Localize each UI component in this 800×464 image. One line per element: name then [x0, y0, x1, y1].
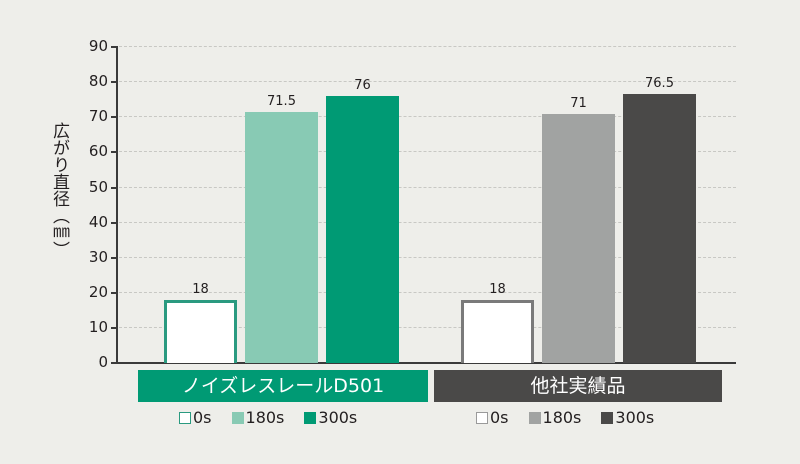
gridline — [119, 186, 736, 188]
bar — [461, 299, 534, 363]
legend-item: 180s — [528, 408, 582, 427]
legend-swatch-icon — [601, 412, 614, 424]
y-tick-mark — [111, 81, 117, 84]
bar — [623, 94, 696, 363]
y-tick-label: 70 — [88, 107, 108, 126]
gridline — [119, 151, 736, 153]
y-tick-label: 30 — [88, 247, 108, 266]
y-tick-label: 80 — [88, 72, 108, 91]
group-title: ノイズレスレールD501 — [138, 370, 428, 402]
bar — [326, 96, 399, 363]
y-tick-label: 60 — [88, 142, 108, 161]
y-tick-label: 40 — [88, 212, 108, 231]
bar — [542, 113, 615, 363]
legend-item: 300s — [601, 409, 654, 427]
legend-swatch-icon — [179, 412, 191, 424]
gridline — [119, 116, 736, 118]
legend-item: 300s — [304, 409, 357, 427]
bar — [245, 112, 318, 363]
legend-item: 0s — [179, 409, 212, 427]
y-tick-label: 50 — [88, 177, 108, 196]
y-tick-label: 90 — [88, 37, 108, 56]
legend-label: 300s — [318, 408, 358, 427]
group-title: 他社実績品 — [434, 370, 722, 402]
y-tick-label: 0 — [98, 353, 108, 371]
bar-value-label: 18 — [489, 281, 506, 297]
gridline — [119, 326, 736, 328]
y-axis-label: 広がり直径（㎜） — [49, 122, 69, 258]
legend-item: 180s — [231, 408, 285, 427]
gridline — [119, 291, 736, 293]
y-tick-label: 20 — [88, 282, 108, 301]
bar-value-label: 76.5 — [645, 76, 674, 92]
legend: 0s 180s 300s — [476, 409, 674, 427]
y-tick-mark — [111, 256, 117, 259]
legend-label: 180s — [542, 408, 582, 427]
y-tick-mark — [111, 186, 117, 189]
legend-item: 0s — [476, 409, 509, 427]
bar-value-label: 76 — [354, 78, 371, 94]
legend-label: 300s — [615, 408, 655, 427]
y-tick-mark — [111, 362, 117, 364]
y-tick-mark — [111, 46, 117, 49]
y-axis-line — [116, 46, 118, 363]
legend-label: 0s — [490, 408, 509, 427]
y-tick-mark — [111, 291, 117, 294]
legend-label: 180s — [245, 408, 285, 427]
bar-value-label: 71.5 — [267, 94, 296, 110]
legend-swatch-icon — [476, 412, 488, 424]
legend-swatch-icon — [231, 412, 244, 424]
legend-swatch-icon — [528, 412, 541, 424]
y-tick-mark — [111, 221, 117, 224]
legend-label: 0s — [193, 408, 212, 427]
gridline — [119, 81, 736, 83]
bar-value-label: 18 — [192, 281, 209, 297]
legend-swatch-icon — [304, 412, 317, 424]
gridline — [119, 256, 736, 258]
y-tick-label: 10 — [88, 317, 108, 336]
bar-value-label: 71 — [570, 95, 587, 111]
y-tick-mark — [111, 116, 117, 119]
y-tick-mark — [111, 326, 117, 329]
legend: 0s 180s 300s — [179, 409, 377, 427]
bar — [164, 299, 237, 363]
gridline — [119, 46, 736, 48]
y-tick-mark — [111, 151, 117, 154]
x-axis-line — [116, 362, 736, 364]
gridline — [119, 221, 736, 223]
